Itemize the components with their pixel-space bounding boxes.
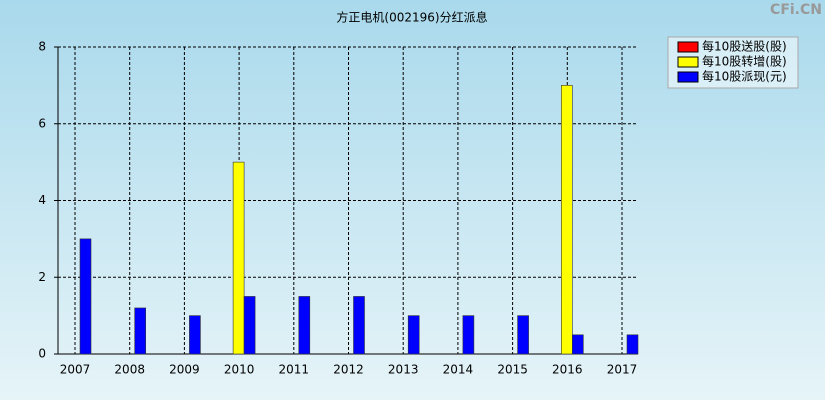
bar (189, 315, 201, 355)
x-tick-label: 2011 (279, 363, 310, 377)
bar (560, 85, 573, 355)
x-tick-label: 2015 (497, 363, 528, 377)
x-tick-label: 2012 (333, 363, 364, 377)
legend-swatch (677, 71, 699, 83)
legend-swatch (677, 41, 699, 53)
x-tick-label: 2017 (607, 363, 638, 377)
watermark: CFi.CN (770, 2, 822, 18)
x-tick-label: 2014 (443, 363, 474, 377)
y-tick-label: 2 (38, 270, 46, 284)
bar (134, 307, 146, 355)
x-tick-label: 2009 (169, 363, 200, 377)
x-tick-label: 2007 (60, 363, 91, 377)
bar (462, 315, 475, 355)
legend-label: 每10股派现(元) (702, 69, 787, 84)
bar (298, 296, 311, 355)
chart-title: 方正电机(002196)分红派息 (336, 10, 487, 25)
bar (353, 296, 365, 355)
bar (517, 315, 529, 355)
bar (79, 238, 92, 355)
legend-label: 每10股转增(股) (702, 54, 787, 69)
y-tick-label: 6 (38, 116, 46, 130)
legend-swatch (677, 56, 699, 68)
bar (571, 334, 584, 355)
bar (232, 161, 245, 355)
y-tick-label: 4 (38, 193, 46, 207)
x-tick-label: 2010 (224, 363, 255, 377)
x-tick-label: 2008 (114, 363, 145, 377)
bar (626, 334, 639, 355)
bar (243, 296, 256, 355)
x-tick-label: 2013 (388, 363, 419, 377)
legend-label: 每10股送股(股) (702, 39, 787, 54)
y-tick-label: 0 (38, 347, 46, 361)
x-tick-label: 2016 (552, 363, 583, 377)
bar (407, 315, 420, 355)
y-tick-label: 8 (38, 40, 46, 54)
